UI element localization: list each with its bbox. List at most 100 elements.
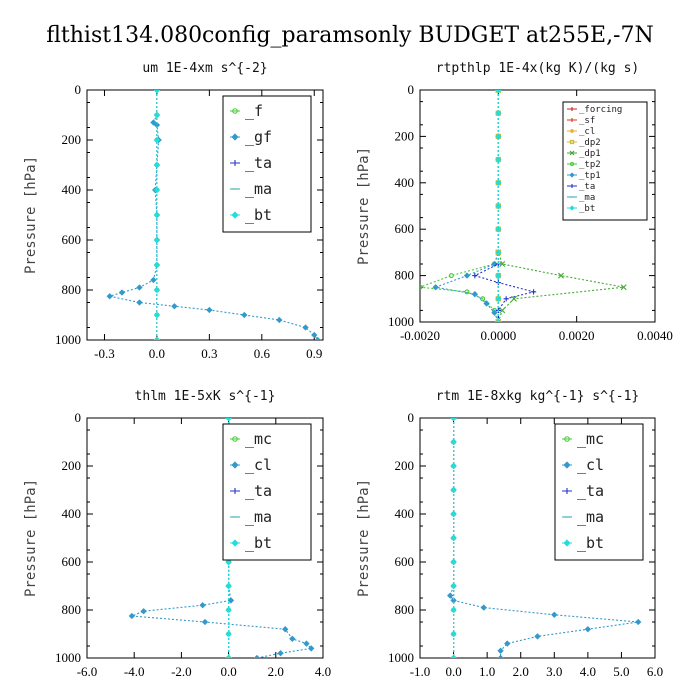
y-tick-label: 600 <box>62 554 82 569</box>
legend-label: _cl <box>579 127 595 137</box>
data-point <box>225 630 232 638</box>
data-point <box>253 654 261 658</box>
data-point <box>497 654 504 658</box>
data-point <box>128 612 136 620</box>
data-point <box>153 90 161 94</box>
legend-label: _ma <box>579 193 595 203</box>
legend: _f _gf _ta _ma _bt <box>222 95 312 233</box>
x-tick-label: 5.0 <box>613 664 629 679</box>
y-axis-label: Pressure [hPa] <box>23 156 39 274</box>
data-point <box>504 640 511 647</box>
data-point <box>153 261 161 269</box>
legend-label: _bt <box>245 534 272 552</box>
series-group <box>420 90 627 322</box>
series-group <box>106 90 321 340</box>
series-line-ta <box>473 90 536 322</box>
x-tick-label: 4.0 <box>315 664 331 679</box>
data-point <box>495 318 502 322</box>
legend-label: _cl <box>577 456 604 474</box>
data-point <box>277 650 284 657</box>
legend: _mc _cl _ta _ma _bt <box>222 423 312 561</box>
y-tick-label: 200 <box>62 132 82 147</box>
legend-label: _ta <box>245 482 272 500</box>
data-point <box>450 606 457 614</box>
data-point <box>118 289 126 296</box>
data-point <box>495 179 502 186</box>
data-point <box>225 582 232 590</box>
legend-marker <box>231 133 239 141</box>
x-tick-label: 0.0020 <box>559 328 595 343</box>
data-point <box>495 202 502 210</box>
data-point <box>420 284 423 290</box>
panel-title: thlm 1E-5xK s^{-1} <box>135 389 276 404</box>
axes-frame <box>86 89 324 341</box>
legend-marker <box>232 108 238 114</box>
y-tick-label: 0 <box>75 82 82 97</box>
data-point <box>136 299 143 306</box>
data-point <box>464 289 470 295</box>
x-tick-label: 6.0 <box>647 664 663 679</box>
legend-marker <box>231 211 239 219</box>
y-tick-label: 400 <box>395 506 415 521</box>
x-tick-label: -0.0020 <box>400 328 440 343</box>
data-point <box>511 295 517 302</box>
legend-marker <box>563 461 571 469</box>
data-point <box>201 618 209 626</box>
legend-box <box>554 423 644 561</box>
data-point <box>450 462 457 470</box>
legend-label: _mc <box>577 430 604 448</box>
data-point <box>308 645 315 652</box>
y-tick-label: 800 <box>62 602 82 617</box>
chart-panel-3: thlm 1E-5xK s^{-1} Pressure [hPa] 0 200 400 6… <box>23 389 331 679</box>
data-point <box>635 618 642 626</box>
data-point <box>450 510 457 518</box>
data-point <box>503 296 509 302</box>
legend-label: _cl <box>245 456 272 474</box>
y-tick-label: 600 <box>395 221 415 236</box>
data-point <box>450 558 457 566</box>
data-point <box>153 236 161 244</box>
legend-label: _forcing <box>579 105 622 115</box>
x-tick-label: -6.0 <box>77 664 98 679</box>
legend-box <box>562 101 648 221</box>
legend-box <box>222 423 312 561</box>
series-line-gf <box>109 90 319 340</box>
data-point <box>171 303 178 310</box>
legend-marker <box>569 139 575 145</box>
data-point <box>620 284 627 291</box>
data-point <box>311 331 318 339</box>
legend-label: _ta <box>245 154 272 172</box>
data-point <box>140 608 147 615</box>
data-point <box>499 307 506 314</box>
y-tick-label: 0 <box>408 82 415 97</box>
data-point <box>472 273 478 279</box>
data-point <box>153 136 161 144</box>
data-point <box>153 111 161 119</box>
data-point <box>241 311 248 319</box>
y-tick-label: 200 <box>62 458 82 473</box>
series-line-tp2 <box>420 90 499 322</box>
data-point <box>448 273 454 279</box>
x-tick-label: 0.9 <box>306 346 322 361</box>
data-point <box>495 90 502 94</box>
data-point <box>534 633 541 640</box>
panel-title: rtpthlp 1E-4x(kg K)/(kg s) <box>436 61 640 76</box>
data-point <box>495 295 502 302</box>
y-tick-label: 0 <box>75 410 82 425</box>
data-point <box>432 284 439 291</box>
data-point <box>447 592 454 599</box>
x-tick-label: -1.0 <box>410 664 431 679</box>
x-tick-label: 2.0 <box>268 664 284 679</box>
x-tick-label: -2.0 <box>171 664 192 679</box>
legend-label: _ma <box>577 508 604 526</box>
data-point <box>491 260 498 268</box>
data-point <box>153 186 161 194</box>
data-point <box>558 272 564 279</box>
data-point <box>153 311 161 319</box>
legend-marker <box>564 436 570 442</box>
panels: um 1E-4xm s^{-2} Pressure [hPa] 0 200 400 600… <box>23 61 673 679</box>
legend-label: _ma <box>245 508 272 526</box>
data-point <box>225 558 232 566</box>
legend-marker <box>570 118 574 122</box>
